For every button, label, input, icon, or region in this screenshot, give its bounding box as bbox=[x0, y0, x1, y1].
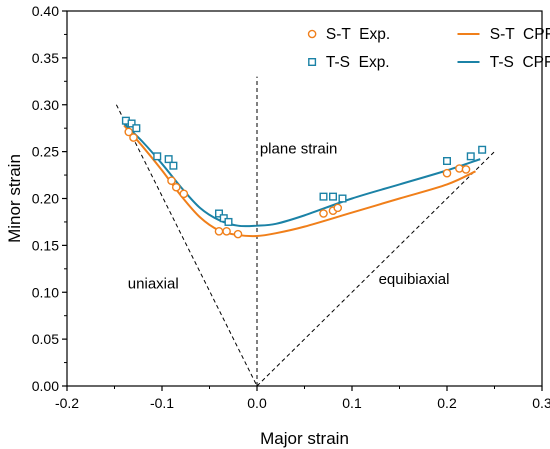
reference-lines bbox=[115, 76, 495, 387]
data-point-square bbox=[338, 194, 347, 203]
x-tick-label: 0.2 bbox=[437, 395, 457, 411]
data-point-square bbox=[164, 155, 173, 164]
data-point-circle bbox=[171, 182, 181, 192]
data-point-square bbox=[214, 209, 223, 218]
data-point-circle bbox=[214, 227, 224, 236]
x-tick-label: -0.1 bbox=[150, 395, 174, 411]
data-point-square bbox=[169, 161, 178, 170]
annotation-equibiaxial: equibiaxial bbox=[379, 271, 450, 288]
y-tick-label: 0.10 bbox=[32, 284, 59, 300]
y-tick-label: 0.35 bbox=[32, 50, 59, 66]
reference-line-0 bbox=[115, 104, 258, 387]
data-point-square bbox=[132, 124, 141, 133]
x-tick-label: 0.3 bbox=[532, 395, 550, 411]
data-point-square bbox=[478, 145, 487, 154]
data-point-circle bbox=[233, 229, 243, 239]
data-point-circle bbox=[179, 189, 189, 199]
data-point-square bbox=[329, 192, 338, 201]
x-tick-label: 0.1 bbox=[342, 395, 362, 411]
x-axis-title: Major strain bbox=[260, 429, 349, 448]
data-point-circle bbox=[167, 176, 176, 185]
y-tick-label: 0.40 bbox=[32, 3, 59, 19]
legend-item-st-cpfe: S-T CPFE-MK bbox=[457, 26, 550, 43]
y-axis-title: Minor strain bbox=[5, 154, 24, 243]
y-tick-label: 0.20 bbox=[32, 191, 59, 207]
series-line-2 bbox=[123, 124, 476, 238]
plot-frame bbox=[66, 10, 543, 387]
annotation-uniaxial: uniaxial bbox=[128, 276, 179, 293]
legend-square-marker bbox=[308, 58, 317, 67]
y-tick-label: 0.15 bbox=[32, 237, 59, 253]
series-lines bbox=[123, 122, 481, 238]
legend-label-st-cpfe: S-T CPFE-MK bbox=[490, 26, 550, 43]
legend-label-ts-cpfe: T-S CPFE-MK bbox=[490, 54, 550, 71]
data-point-circle bbox=[442, 168, 452, 178]
data-point-square bbox=[443, 156, 452, 165]
data-point-circle bbox=[333, 203, 343, 213]
plot-border bbox=[66, 10, 543, 387]
data-point-square bbox=[466, 152, 475, 161]
axis-ticks: -0.2 -0.1 0.0 0.1 0.2 0.3 0.00 0.05 0.10 0.15 0.20… bbox=[32, 3, 550, 411]
data-point-square bbox=[127, 119, 136, 128]
legend-item-ts-exp: T-S Exp. bbox=[308, 54, 390, 71]
data-point-square bbox=[319, 192, 328, 201]
y-tick-label: 0.25 bbox=[32, 144, 59, 160]
data-point-circle bbox=[222, 227, 231, 236]
y-tick-label: 0.30 bbox=[32, 97, 59, 113]
x-tick-label: 0.0 bbox=[247, 395, 267, 411]
legend-circle-marker bbox=[307, 29, 317, 39]
x-tick-label: -0.2 bbox=[55, 395, 79, 411]
y-tick-label: 0.00 bbox=[32, 378, 59, 394]
series-line-3 bbox=[123, 122, 481, 228]
legend-item-ts-cpfe: T-S CPFE-MK bbox=[457, 54, 550, 71]
data-point-circle bbox=[461, 165, 471, 174]
legend-label-ts-exp: T-S Exp. bbox=[326, 54, 390, 71]
annotation-plane-strain: plane strain bbox=[260, 141, 338, 158]
legend-item-st-exp: S-T Exp. bbox=[307, 26, 390, 43]
y-tick-label: 0.05 bbox=[32, 331, 59, 347]
data-point-circle bbox=[129, 133, 138, 142]
legend: S-T Exp. T-S Exp. S-T CPFE-MK T-S CPFE-M… bbox=[307, 26, 550, 71]
reference-line-1 bbox=[256, 151, 495, 387]
data-point-circle bbox=[319, 209, 328, 218]
legend-label-st-exp: S-T Exp. bbox=[326, 26, 390, 43]
series-points bbox=[121, 116, 487, 239]
data-point-square bbox=[153, 152, 162, 161]
data-point-square bbox=[224, 217, 233, 226]
